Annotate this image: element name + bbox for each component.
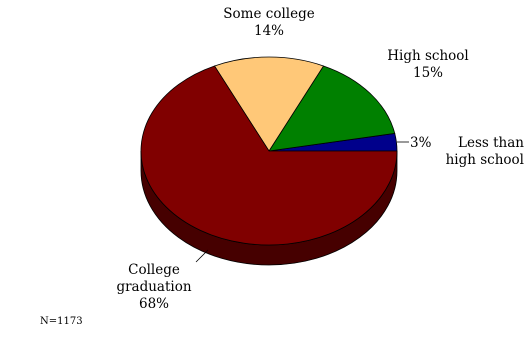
leader-line-college-grad	[195, 249, 209, 263]
label-less-than-hs-value: 3%	[410, 135, 432, 151]
label-less-than-hs: Less than high school	[438, 135, 524, 169]
sample-size-note: N=1173	[40, 316, 83, 327]
label-college-grad-line1: College	[128, 262, 180, 278]
label-high-school-value: 15%	[412, 65, 443, 81]
label-college-grad: College graduation 68%	[102, 262, 206, 313]
label-high-school: High school 15%	[376, 48, 480, 82]
label-college-grad-value: 68%	[138, 296, 169, 312]
label-college-grad-line2: graduation	[116, 279, 192, 295]
label-less-than-hs-line1: Less than	[458, 135, 524, 151]
pie-slice-college-graduation	[140, 65, 398, 246]
label-some-college-value: 14%	[253, 23, 284, 39]
label-some-college: Some college 14%	[213, 6, 325, 40]
pie-slice-some-college	[213, 56, 325, 152]
label-high-school-name: High school	[387, 48, 469, 64]
pie-slice-high-school	[268, 65, 396, 152]
label-some-college-name: Some college	[223, 6, 315, 22]
label-less-than-hs-line2: high school	[445, 152, 524, 168]
